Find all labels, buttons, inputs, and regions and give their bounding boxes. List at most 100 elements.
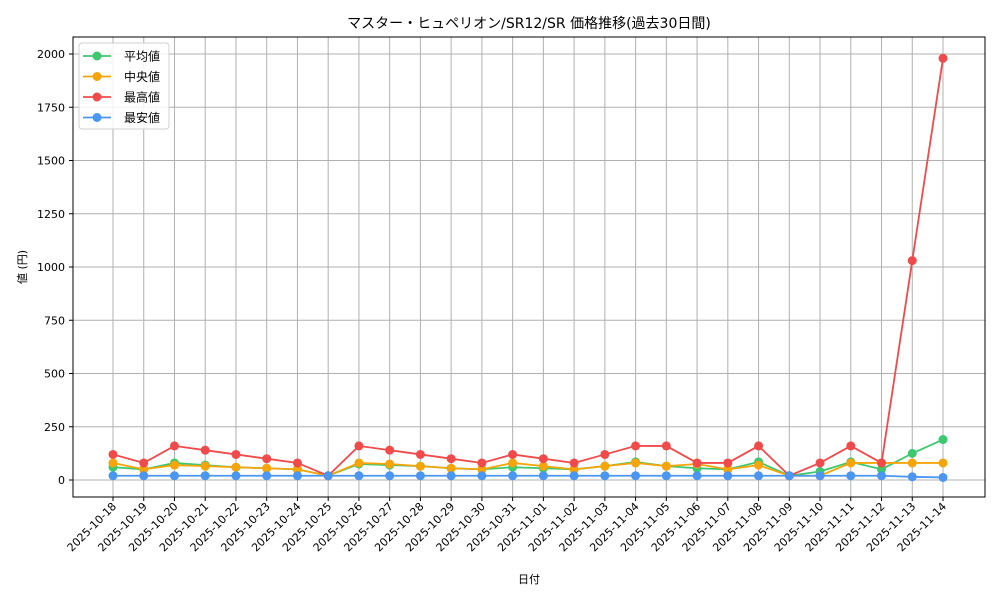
data-point: [938, 435, 948, 445]
y-tick-label: 500: [44, 368, 65, 381]
y-tick-label: 750: [44, 314, 65, 327]
data-point: [108, 449, 118, 459]
data-point: [262, 454, 272, 464]
data-point: [231, 471, 241, 481]
chart-title: マスター・ヒュペリオン/SR12/SR 価格推移(過去30日間): [347, 16, 711, 32]
data-point: [754, 460, 764, 470]
y-tick-label: 1750: [37, 101, 65, 114]
grid-lines: [73, 37, 985, 497]
y-tick-label: 1500: [37, 155, 65, 168]
data-point: [446, 463, 456, 473]
legend-label: 最安値: [124, 110, 160, 125]
data-point: [661, 461, 671, 471]
data-point: [569, 458, 579, 468]
data-point: [231, 462, 241, 472]
series-line: [112, 58, 944, 477]
data-point: [692, 471, 702, 481]
data-point: [385, 459, 395, 469]
data-point: [139, 471, 149, 481]
data-point: [508, 449, 518, 459]
data-point: [907, 256, 917, 266]
series-line: [113, 474, 944, 479]
legend-marker-icon: [92, 51, 102, 61]
data-point: [877, 458, 887, 468]
legend-label: 最高値: [124, 90, 160, 105]
data-point: [877, 464, 887, 474]
data-point: [538, 454, 548, 464]
legend-marker-icon: [92, 92, 102, 102]
data-point: [354, 458, 364, 468]
data-point: [169, 441, 179, 451]
data-point: [477, 464, 487, 474]
data-point: [846, 458, 856, 468]
data-point: [415, 461, 425, 471]
data-point: [262, 463, 272, 473]
legend-label: 平均値: [124, 49, 160, 64]
data-point: [446, 471, 456, 481]
data-point: [169, 471, 179, 481]
data-point: [200, 461, 210, 471]
data-point: [723, 471, 733, 481]
data-point: [415, 449, 425, 459]
data-point: [262, 471, 272, 481]
data-point: [907, 472, 917, 482]
data-point: [477, 458, 487, 468]
data-point: [139, 464, 149, 474]
data-point: [723, 458, 733, 468]
y-tick-label: 2000: [37, 48, 65, 61]
data-point: [907, 458, 917, 468]
data-point: [938, 472, 948, 482]
data-point: [415, 471, 425, 481]
data-point: [907, 448, 917, 458]
y-axis: 0 250 500 750 1000 1250 1500 1750 2000: [37, 48, 73, 487]
data-point: [538, 471, 548, 481]
data-point: [754, 441, 764, 451]
data-point: [354, 441, 364, 451]
y-axis-label: 値 (円): [16, 250, 29, 284]
data-point: [200, 445, 210, 455]
data-point: [569, 464, 579, 474]
data-point: [723, 464, 733, 474]
data-point: [108, 471, 118, 481]
data-point: [815, 458, 825, 468]
data-point: [815, 471, 825, 481]
data-point: [600, 449, 610, 459]
data-point: [631, 471, 641, 481]
y-tick-label: 1000: [37, 261, 65, 274]
data-point: [661, 441, 671, 451]
data-point: [508, 471, 518, 481]
y-tick-label: 0: [58, 474, 65, 487]
data-point: [846, 471, 856, 481]
data-point: [631, 458, 641, 468]
data-point: [108, 458, 118, 468]
data-point: [508, 458, 518, 468]
series-3: [108, 471, 948, 482]
data-point: [938, 53, 948, 63]
data-point: [292, 464, 302, 474]
data-point: [877, 471, 887, 481]
data-point: [169, 460, 179, 470]
data-point: [600, 471, 610, 481]
data-point: [231, 449, 241, 459]
data-point: [323, 471, 333, 481]
legend-label: 中央値: [124, 69, 160, 84]
data-point: [661, 471, 671, 481]
data-point: [692, 458, 702, 468]
data-point: [139, 458, 149, 468]
data-point: [354, 471, 364, 481]
data-point: [385, 471, 395, 481]
legend-marker-icon: [92, 113, 102, 122]
data-point: [569, 471, 579, 481]
data-point: [631, 441, 641, 451]
data-point: [292, 471, 302, 481]
data-point: [938, 458, 948, 468]
y-tick-label: 250: [44, 421, 65, 434]
data-point: [846, 441, 856, 451]
data-point: [446, 454, 456, 464]
data-point: [200, 471, 210, 481]
legend-box: [78, 42, 170, 130]
x-axis-label: 日付: [518, 573, 540, 586]
data-series: [108, 53, 948, 482]
data-point: [538, 461, 548, 471]
